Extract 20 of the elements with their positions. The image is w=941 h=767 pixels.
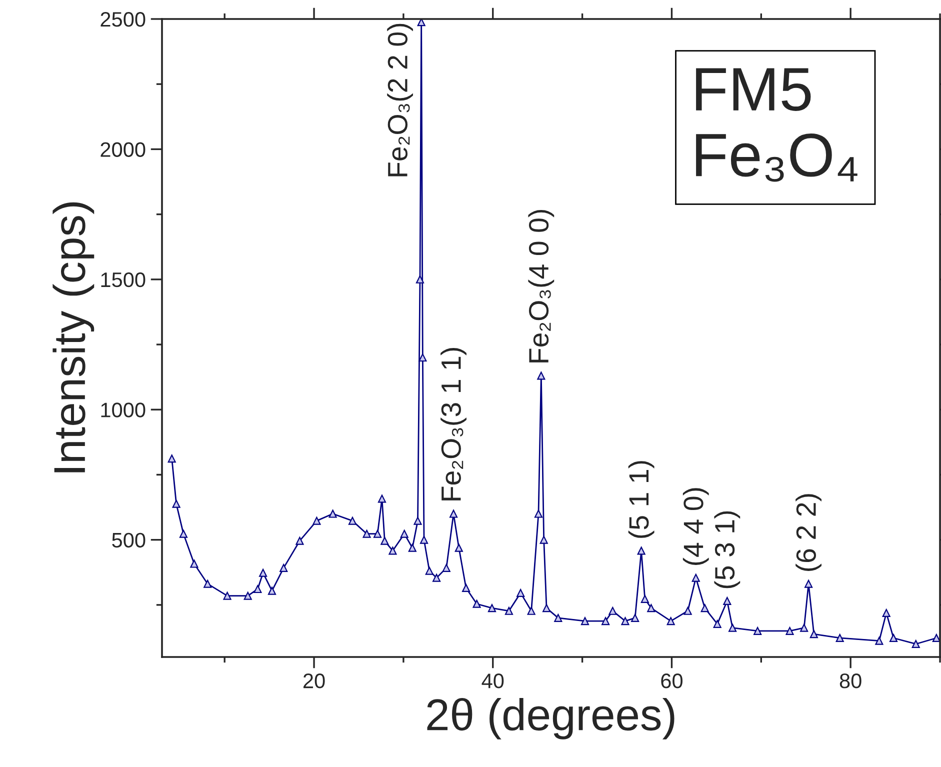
annotation: FM5 (696, 68, 811, 111)
y-axis-title: Intensity (cps) (52, 202, 94, 472)
annotation: Fe₂O₃(2 2 0) (387, 24, 413, 176)
y-tick-label: 1000 (101, 402, 146, 418)
annotation: (5 3 1) (714, 511, 740, 588)
annotation: Fe₂O₃(4 0 0) (528, 210, 554, 362)
y-tick-label: 2000 (100, 142, 146, 157)
x-tick-label: 40 (482, 674, 504, 688)
y-tick-label: 2500 (100, 12, 146, 27)
annotation: Fe₂O₃(3 1 1) (440, 348, 466, 500)
y-tick-label: 1500 (101, 272, 146, 288)
annotation: Fe₃O₄ (696, 134, 858, 182)
annotation: (6 2 2) (796, 494, 822, 571)
annotation: (4 4 0) (682, 488, 709, 565)
x-axis-title: 2θ (degrees) (427, 698, 674, 740)
x-tick-label: 20 (303, 674, 325, 688)
x-tick-label: 80 (840, 674, 862, 688)
y-tick-label: 500 (112, 532, 146, 548)
x-tick-label: 60 (661, 674, 682, 688)
annotation: (5 1 1) (628, 461, 654, 538)
